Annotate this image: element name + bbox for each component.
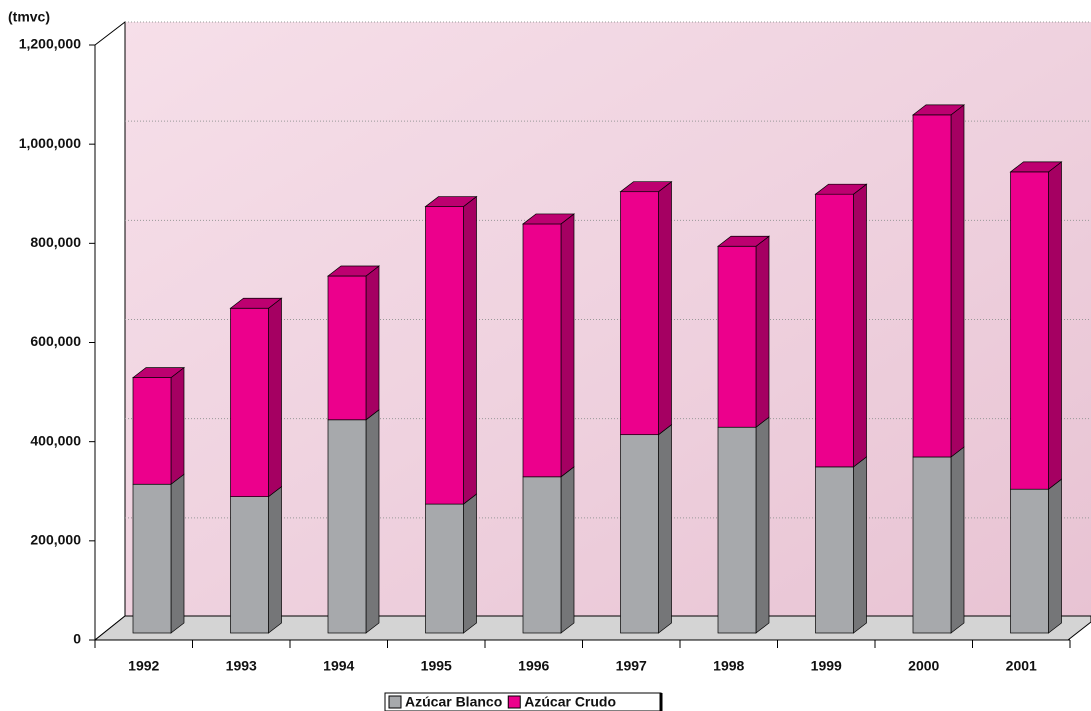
x-tick-label: 2000: [908, 658, 939, 674]
bar: [1011, 489, 1049, 633]
chart: (tmvc) Azúcar Blanco Azúcar Crudo 0 200,00…: [0, 0, 1091, 711]
bar-side: [854, 457, 867, 633]
bar-side: [269, 487, 282, 633]
bar: [621, 435, 659, 633]
bar-side: [464, 197, 477, 505]
bar: [523, 224, 561, 477]
bar-side: [659, 182, 672, 435]
bar-side: [561, 214, 574, 477]
x-tick-label: 1997: [616, 658, 647, 674]
side-wall: [95, 22, 125, 640]
legend-label: Azúcar Blanco: [405, 694, 502, 710]
x-tick-label: 2001: [1006, 658, 1037, 674]
bar: [231, 497, 269, 633]
bar-side: [951, 447, 964, 633]
x-tick-label: 1995: [421, 658, 452, 674]
bar: [816, 194, 854, 467]
x-tick-label: 1994: [323, 658, 354, 674]
x-tick-label: 1999: [811, 658, 842, 674]
bar-side: [951, 105, 964, 457]
bar: [913, 115, 951, 457]
legend-label: Azúcar Crudo: [524, 694, 616, 710]
x-tick-label: 1992: [128, 658, 159, 674]
bar: [133, 484, 171, 633]
y-tick-label: 1,000,000: [19, 135, 81, 151]
bar: [231, 308, 269, 496]
bar-side: [366, 410, 379, 633]
bar: [426, 207, 464, 505]
x-tick-label: 1998: [713, 658, 744, 674]
bar-side: [561, 467, 574, 633]
bar: [718, 246, 756, 427]
bar: [1011, 172, 1049, 489]
y-tick-label: 600,000: [30, 333, 81, 349]
bar-side: [366, 266, 379, 420]
bar: [328, 420, 366, 633]
legend-swatch: [508, 696, 520, 708]
bar-side: [659, 425, 672, 633]
bar-side: [854, 184, 867, 467]
bar-side: [171, 474, 184, 633]
unit-label: (tmvc): [8, 9, 50, 25]
x-tick-label: 1996: [518, 658, 549, 674]
bar-side: [464, 494, 477, 633]
y-tick-label: 0: [73, 631, 81, 647]
bar: [523, 477, 561, 633]
bar: [621, 192, 659, 435]
bar-side: [1049, 162, 1062, 489]
bar: [913, 457, 951, 633]
bar-side: [756, 417, 769, 633]
x-tick-label: 1993: [226, 658, 257, 674]
bar-side: [171, 368, 184, 485]
legend-swatch: [389, 696, 401, 708]
bar: [426, 504, 464, 633]
legend: Azúcar Blanco Azúcar Crudo: [385, 693, 661, 711]
bar: [816, 467, 854, 633]
bar: [718, 427, 756, 633]
y-tick-label: 400,000: [30, 432, 81, 448]
y-tick-label: 800,000: [30, 234, 81, 250]
bar: [133, 378, 171, 485]
bar-side: [269, 298, 282, 496]
y-tick-label: 200,000: [30, 532, 81, 548]
bar-side: [1049, 479, 1062, 633]
bar: [328, 276, 366, 420]
y-tick-label: 1,200,000: [19, 36, 81, 52]
bar-side: [756, 236, 769, 427]
